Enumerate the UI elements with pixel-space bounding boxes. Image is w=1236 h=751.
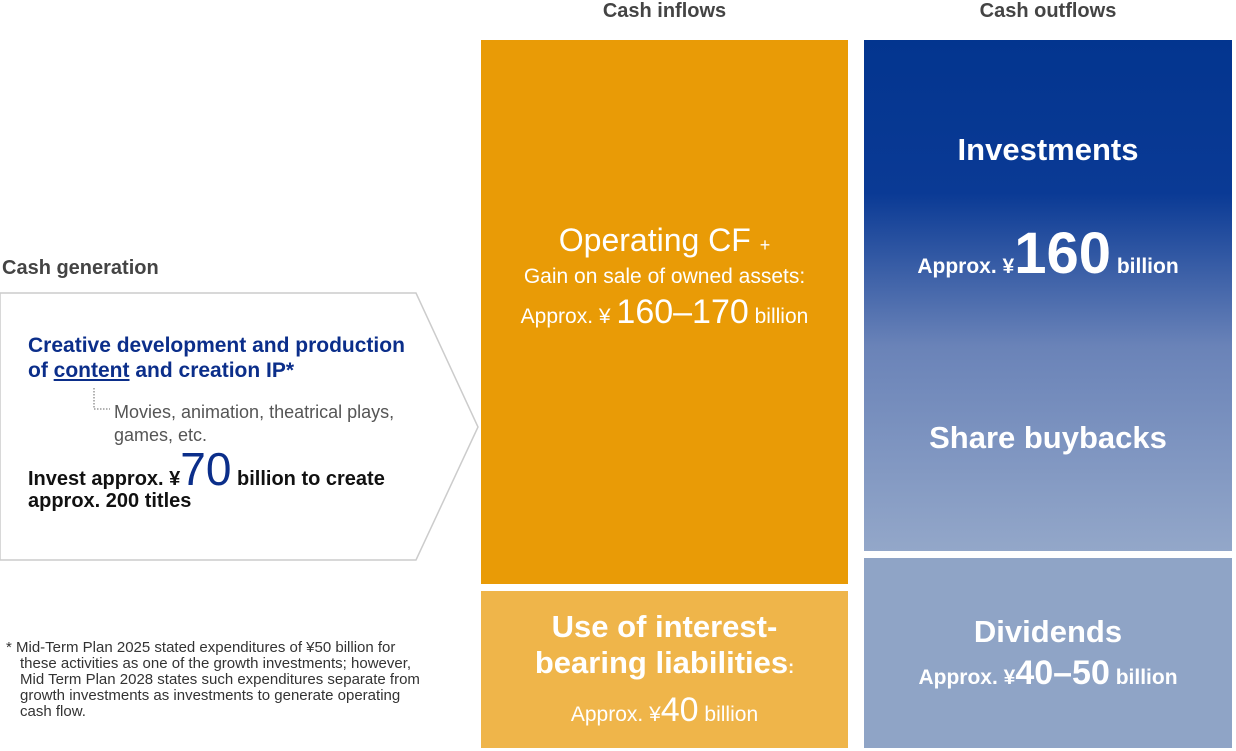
amount-prefix: Approx. ¥ [918,665,1016,689]
operating-title: Operating CF [558,222,751,258]
buybacks-title: Share buybacks [929,420,1167,455]
outflow-box [864,40,1232,551]
amount: 40 [660,691,699,729]
generation-heading: Creative development and production of c… [28,333,428,383]
header-outflows: Cash outflows [979,0,1117,22]
liabilities-title: Use of interest-bearing liabilities [534,609,789,680]
liabilities-colon: : [788,657,795,677]
invest-text: Invest approx. ¥70 billion to create app… [28,446,418,512]
amount-prefix: Approx. ¥ [570,703,661,726]
liabilities-box: Use of interest-bearing liabilities: App… [481,591,848,748]
amount: 40–50 [1015,653,1110,692]
dividends-title: Dividends [973,613,1123,649]
investments-amount: Approx. ¥160 billion [864,220,1232,287]
operating-subtitle: Gain on sale of owned assets: [523,265,806,288]
examples: Movies, animation, theatrical plays, gam… [114,402,395,445]
heading-text: Creative development and production of [28,334,405,382]
invest-amount: 70 [180,443,232,495]
amount-prefix: Approx. ¥ [917,255,1015,278]
amount-prefix: Approx. ¥ [520,305,611,328]
operating-box: Operating CF + Gain on sale of owned ass… [481,40,848,584]
heading-text: and creation IP* [135,359,295,382]
connector [93,388,110,410]
header-inflows: Cash inflows [602,0,727,22]
investments-title: Investments [957,132,1139,167]
amount-unit: billion [704,703,759,726]
footnote: * Mid-Term Plan 2025 stated expenditures… [6,639,420,720]
invest-suffix: billion to create approx. 200 titles [28,468,385,512]
heading-underlined: content [53,359,130,382]
dividends-box: Dividends Approx. ¥40–50 billion [864,558,1232,748]
amount-unit: billion [754,305,809,328]
amount: 160–170 [616,293,749,331]
amount-unit: billion [1116,255,1179,278]
arrow-shape [0,292,479,561]
operating-plus: + [759,235,771,255]
generation-title: Cash generation [2,257,159,279]
amount-unit: billion [1115,665,1178,689]
amount: 160 [1014,221,1111,286]
invest-prefix: Invest approx. ¥ [28,468,181,490]
